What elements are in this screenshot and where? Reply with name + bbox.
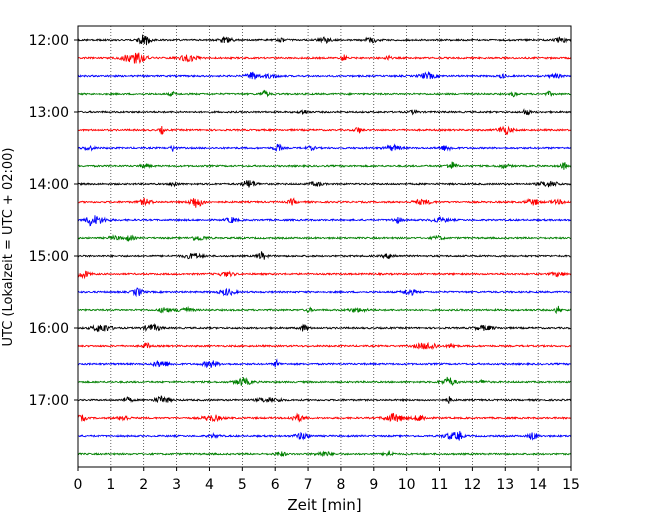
seismogram-trace — [77, 450, 572, 458]
y-axis-ticks: 12:00 13:00 14:00 15:00 16:00 17:00 — [29, 33, 78, 409]
y-axis-label: UTC (Lokalzeit = UTC + 02:00) — [1, 148, 16, 347]
seismogram-trace — [77, 305, 572, 315]
x-tick-label: 0 — [74, 477, 83, 493]
seismogram-trace — [77, 323, 572, 333]
seismogram-trace — [77, 412, 572, 423]
x-tick-label: 10 — [398, 477, 416, 493]
seismogram-trace — [77, 358, 571, 369]
seismogram-trace — [77, 70, 572, 80]
y-tick-label: 17:00 — [29, 393, 69, 409]
y-tick-label: 16:00 — [29, 321, 69, 337]
seismogram-trace — [77, 341, 572, 350]
x-tick-label: 15 — [562, 477, 580, 493]
x-axis-label: Zeit [min] — [287, 496, 361, 514]
x-tick-label: 12 — [463, 477, 481, 493]
x-tick-label: 4 — [205, 477, 214, 493]
y-tick-label: 15:00 — [29, 249, 69, 265]
seismogram-trace — [77, 251, 572, 260]
x-tick-label: 6 — [271, 477, 280, 493]
seismogram-trace — [77, 430, 572, 441]
x-tick-label: 5 — [238, 477, 247, 493]
seismogram-traces — [77, 34, 572, 458]
seismogram-trace — [77, 161, 572, 170]
x-tick-label: 1 — [106, 477, 115, 493]
seismogram-trace — [77, 270, 572, 280]
seismogram-trace — [77, 215, 572, 227]
x-tick-label: 7 — [304, 477, 313, 493]
x-tick-label: 8 — [336, 477, 345, 493]
x-axis-ticks: 0 1 2 3 4 5 6 7 8 9 10 11 12 13 14 15 — [74, 467, 580, 493]
x-tick-label: 11 — [431, 477, 449, 493]
seismogram-trace — [77, 233, 572, 242]
plot-frame — [77, 25, 572, 468]
seismogram-trace — [78, 395, 572, 404]
seismogram-trace — [77, 52, 572, 65]
seismogram-trace — [77, 89, 572, 98]
seismogram-trace — [77, 180, 572, 188]
seismogram-trace — [77, 197, 572, 208]
seismogram-trace — [77, 376, 572, 387]
seismogram-trace — [77, 34, 572, 46]
x-tick-label: 2 — [139, 477, 148, 493]
seismogram-trace — [77, 108, 572, 116]
seismogram-trace — [77, 287, 572, 298]
x-tick-label: 13 — [496, 477, 514, 493]
x-tick-label: 14 — [529, 477, 547, 493]
y-tick-label: 12:00 — [29, 33, 69, 49]
y-tick-label: 13:00 — [29, 105, 69, 121]
seismogram-trace — [77, 125, 572, 136]
x-tick-label: 3 — [172, 477, 181, 493]
y-tick-label: 14:00 — [29, 177, 69, 193]
seismogram-trace — [77, 143, 572, 152]
x-tick-label: 9 — [369, 477, 378, 493]
